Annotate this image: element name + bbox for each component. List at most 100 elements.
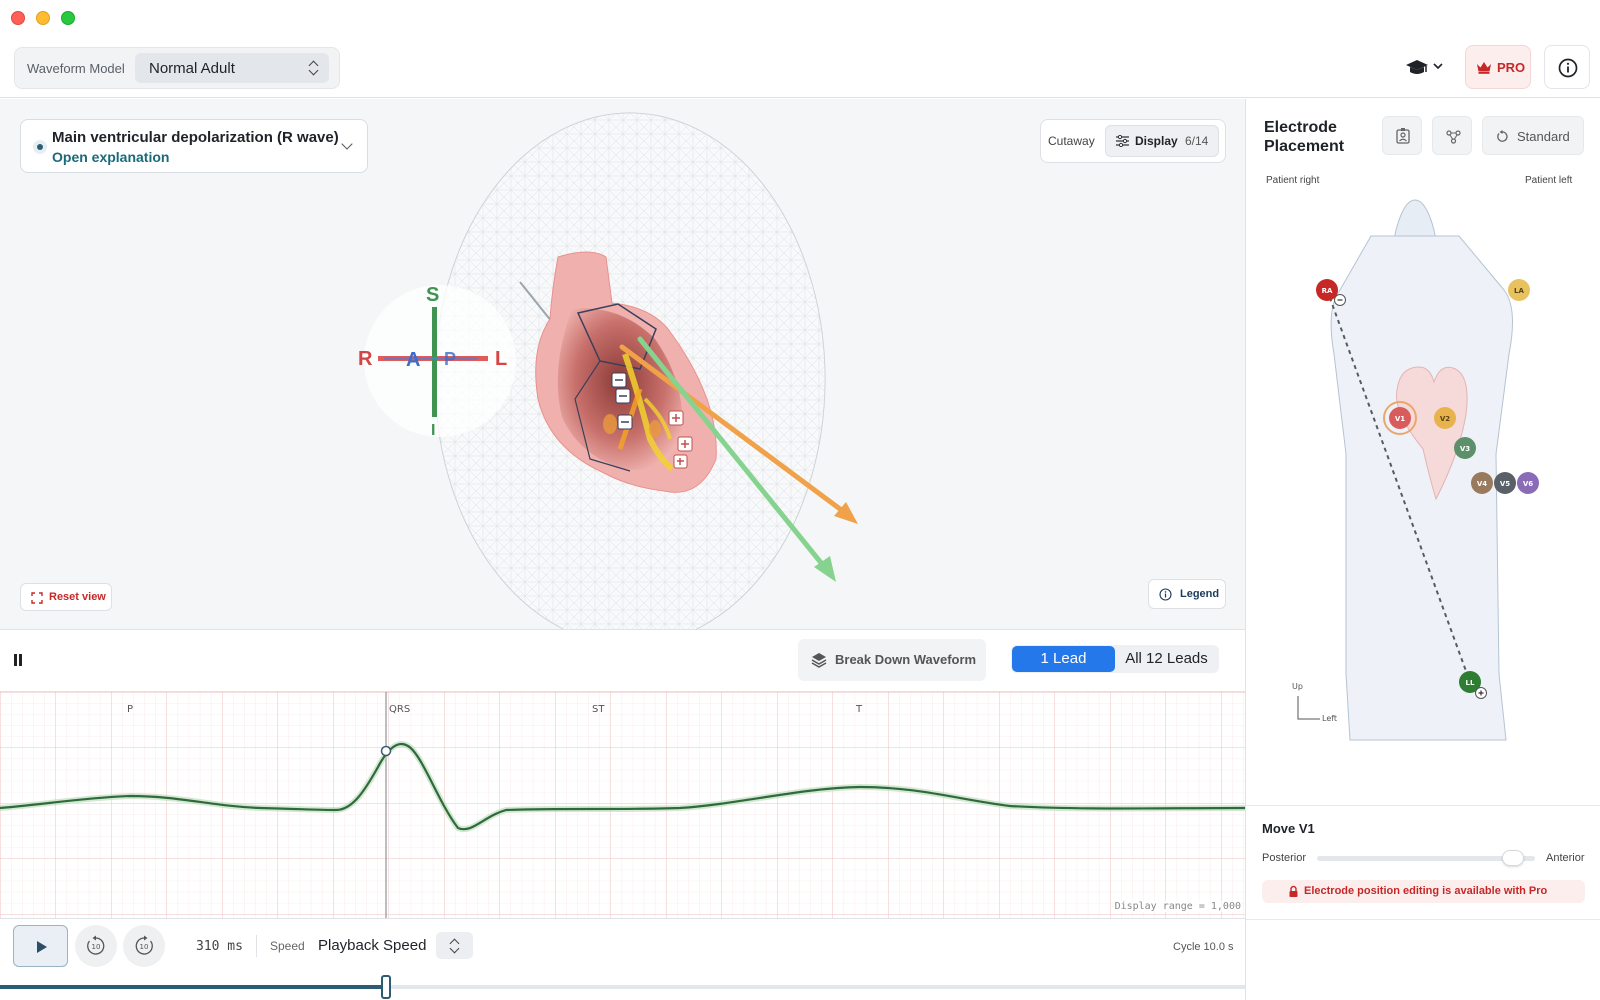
electrode-v1-label: V1 — [1395, 415, 1405, 423]
skip-back-label: 10 — [92, 943, 101, 951]
waveform-model-group: Waveform Model Normal Adult — [14, 47, 340, 89]
electrode-v5-label: V5 — [1500, 480, 1510, 488]
axis-up-label: Up — [1292, 682, 1303, 691]
playback-speed-value[interactable]: Playback Speed — [318, 937, 427, 954]
info-button[interactable] — [1544, 45, 1590, 89]
window-close-button[interactable] — [11, 11, 25, 25]
electrode-v4[interactable] — [1471, 472, 1493, 494]
electrode-panel: Electrode Placement Standard Patient rig… — [1245, 99, 1600, 1000]
current-step-card[interactable]: Main ventricular depolarization (R wave)… — [20, 119, 368, 173]
heart-3d-scene[interactable]: S I R L A P — [0, 99, 1245, 630]
move-electrode-title: Move V1 — [1262, 821, 1315, 836]
electrode-v6-label: V6 — [1523, 480, 1533, 488]
pro-upgrade-button[interactable]: PRO — [1465, 45, 1531, 89]
electrode-v5[interactable] — [1494, 472, 1516, 494]
waveform-model-select[interactable]: Normal Adult — [135, 53, 329, 83]
heart-3d-view[interactable]: S I R L A P — [0, 99, 1245, 630]
posterior-label: Posterior — [1262, 852, 1307, 864]
sliders-icon — [1116, 135, 1129, 147]
graduation-cap-icon — [1406, 60, 1443, 74]
chevron-down-icon[interactable] — [341, 138, 353, 150]
lead-count-toggle: 1 Lead All 12 Leads — [1011, 645, 1219, 673]
axis-left-label: Left — [1322, 714, 1337, 723]
torso-diagram[interactable]: RA LA LL V1 V2 V3 V4 V5 V6 Up Left — [1246, 174, 1600, 774]
cycle-duration: Cycle 10.0 s — [1173, 941, 1234, 953]
open-explanation-link[interactable]: Open explanation — [52, 149, 170, 165]
skip-forward-button[interactable]: 10 — [123, 925, 165, 967]
patient-right-label: Patient right — [1266, 175, 1320, 186]
orientation-p-label: P — [444, 349, 456, 369]
electrode-v2-label: V2 — [1440, 415, 1450, 423]
orientation-r-label: R — [358, 348, 373, 370]
fullscreen-corners-icon — [31, 592, 43, 604]
anterior-label: Anterior — [1546, 852, 1585, 864]
depth-slider-thumb[interactable] — [1502, 850, 1524, 866]
skip-back-button[interactable]: 10 — [75, 925, 117, 967]
electrode-la-label: LA — [1514, 287, 1524, 295]
playback-bar: 10 10 310 ms Speed Playback Speed Cycle … — [0, 919, 1245, 1000]
orientation-l-label: L — [495, 348, 507, 370]
reset-icon — [1497, 130, 1508, 142]
patient-left-label: Patient left — [1525, 175, 1573, 186]
pro-label: PRO — [1497, 60, 1526, 75]
timeline-track[interactable] — [0, 985, 1245, 989]
electrode-v3[interactable] — [1454, 437, 1476, 459]
display-range-label: Display range = 1,000 — [1114, 901, 1241, 912]
electrode-v2[interactable] — [1434, 407, 1456, 429]
legend-label: Legend — [1180, 588, 1220, 600]
segment-label-t: T — [855, 704, 863, 715]
waveform-model-label: Waveform Model — [27, 61, 125, 76]
reset-view-button[interactable]: Reset view — [20, 583, 112, 611]
playback-speed-stepper[interactable] — [436, 932, 473, 959]
electrode-ra[interactable] — [1316, 279, 1338, 301]
window-maximize-button[interactable] — [61, 11, 75, 25]
updown-chevron-icon — [309, 60, 319, 76]
panel-divider — [1246, 919, 1600, 920]
lock-icon — [1289, 885, 1298, 897]
pause-icon[interactable] — [13, 654, 23, 666]
updown-chevron-icon — [450, 938, 460, 954]
ecg-cursor-point — [380, 745, 392, 757]
orientation-s-label: S — [426, 284, 439, 306]
electrode-v1[interactable] — [1389, 407, 1411, 429]
standard-placement-button[interactable]: Standard — [1482, 116, 1584, 155]
waveform-model-value: Normal Adult — [149, 60, 235, 77]
pro-notice[interactable]: Electrode position editing is available … — [1262, 880, 1585, 903]
electrode-la[interactable] — [1508, 279, 1530, 301]
break-down-waveform-label: Break Down Waveform — [835, 652, 977, 667]
pro-notice-text: Electrode position editing is available … — [1304, 885, 1548, 897]
learn-menu-button[interactable] — [1398, 45, 1454, 89]
electrode-v4-label: V4 — [1477, 480, 1487, 488]
break-down-waveform-button[interactable]: Break Down Waveform — [798, 639, 986, 681]
id-badge-icon — [1396, 128, 1410, 144]
window-titlebar — [0, 0, 1600, 36]
segment-label-p: P — [127, 704, 133, 715]
depth-slider-track[interactable] — [1317, 856, 1535, 861]
electrode-ll[interactable] — [1459, 671, 1481, 693]
play-button[interactable] — [13, 925, 68, 967]
info-icon — [1159, 588, 1172, 601]
electrode-panel-title: Electrode Placement — [1264, 119, 1345, 155]
electrode-v6[interactable] — [1517, 472, 1539, 494]
playback-time: 310 ms — [196, 939, 243, 954]
panel-divider — [1246, 805, 1600, 806]
electrode-v3-label: V3 — [1460, 445, 1470, 453]
window-minimize-button[interactable] — [36, 11, 50, 25]
legend-button[interactable]: Legend — [1148, 579, 1226, 609]
timeline-scrubber[interactable] — [380, 975, 391, 999]
ecg-waveform-panel[interactable]: P QRS ST T Display range = 1,000 — [0, 691, 1245, 919]
forward-10-icon: 10 — [135, 935, 153, 955]
all-leads-option[interactable]: All 12 Leads — [1125, 650, 1208, 667]
one-lead-option[interactable]: 1 Lead — [1012, 646, 1115, 672]
cutaway-button[interactable]: Cutaway — [1048, 134, 1095, 148]
skip-forward-label: 10 — [140, 943, 149, 951]
segment-label-st: ST — [592, 704, 605, 715]
lead-vectors-button[interactable] — [1432, 116, 1472, 155]
standard-placement-label: Standard — [1517, 129, 1570, 144]
display-count: 6/14 — [1185, 134, 1209, 148]
patient-view-button[interactable] — [1382, 116, 1422, 155]
cardiac-vector-arrows — [619, 336, 858, 582]
step-indicator-dot — [33, 140, 47, 154]
display-button[interactable]: Display 6/14 — [1105, 125, 1219, 157]
reset-view-label: Reset view — [49, 591, 106, 603]
